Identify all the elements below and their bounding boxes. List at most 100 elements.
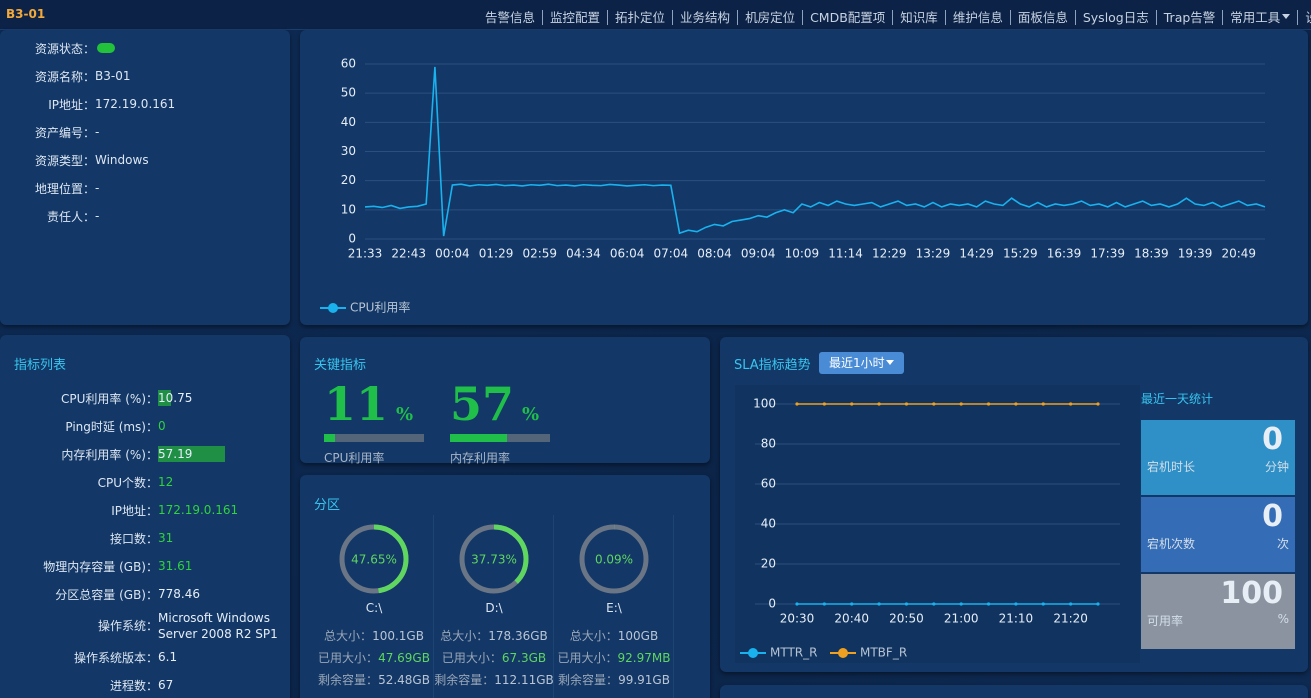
- metric-label: 内存利用率 (%)：: [61, 447, 158, 462]
- nav-link[interactable]: 面板信息: [1009, 10, 1075, 25]
- metric-row: CPU个数： 12: [0, 468, 174, 496]
- stats-title: 最近一天统计: [1141, 392, 1214, 406]
- info-label: 地理位置：: [34, 181, 95, 196]
- stat-unit: 分钟: [1264, 460, 1289, 474]
- metric-value: 778.46: [158, 586, 200, 602]
- info-label: 资源名称：: [34, 69, 95, 84]
- nav-link[interactable]: Syslog日志: [1074, 10, 1156, 25]
- metric-label: 操作系统：: [97, 619, 158, 633]
- nav-link[interactable]: 业务结构: [672, 10, 738, 25]
- nav-link[interactable]: CMDB配置项: [802, 10, 893, 25]
- metric-value: 31.61: [158, 558, 192, 574]
- legend-label: MTBF_R: [860, 646, 907, 660]
- x-tick-label: 13:29: [916, 247, 951, 261]
- nav-link[interactable]: 拓扑定位: [607, 10, 673, 25]
- donut: 37.73%: [459, 524, 529, 594]
- nav-link[interactable]: Trap告警: [1155, 10, 1223, 25]
- info-label: 资源类型：: [34, 153, 95, 168]
- progress-track: [450, 434, 550, 442]
- partition-detail: 总大小：100.1GB: [304, 627, 444, 644]
- cpu-chart-panel: 0 10 20 30 40 50 60 21:33 22:43 00:04 01:29 02:59 04…: [300, 30, 1308, 325]
- info-value: -: [95, 209, 100, 223]
- partition-detail: 剩余容量：52.48GB: [304, 671, 444, 688]
- detail-label: 剩余容量：: [558, 673, 619, 687]
- y-tick-label: 40: [761, 517, 776, 531]
- metric-row: 进程数： 67: [0, 671, 173, 698]
- metric-label: IP地址：: [111, 503, 158, 518]
- key-label: 内存利用率: [450, 451, 511, 465]
- info-row: IP地址： 172.19.0.161: [0, 90, 175, 118]
- x-tick-label: 20:40: [834, 612, 869, 626]
- info-label: 责任人：: [46, 209, 95, 224]
- partition-name: D:\: [485, 601, 503, 615]
- nav-link[interactable]: 知识库: [892, 10, 945, 25]
- legend-marker: [328, 303, 338, 313]
- y-tick-label: 60: [341, 57, 356, 71]
- info-row: 资源名称： B3-01: [0, 62, 130, 90]
- y-tick-label: 20: [761, 557, 776, 571]
- legend-label: MTTR_R: [770, 646, 817, 660]
- partition-detail: 总大小：178.36GB: [424, 627, 564, 644]
- point-marker: [1014, 402, 1018, 406]
- x-tick-label: 16:39: [1047, 247, 1082, 261]
- info-value: B3-01: [95, 69, 131, 83]
- metric-value-text: 10.75: [158, 391, 193, 405]
- info-value: -: [95, 125, 100, 139]
- nav-link[interactable]: 设置: [1297, 10, 1311, 25]
- detail-label: 总大小：: [569, 629, 618, 643]
- metric-row: 操作系统版本： 6.1: [0, 643, 177, 671]
- x-tick-label: 15:29: [1003, 247, 1038, 261]
- metric-value: 31: [158, 530, 173, 546]
- detail-value: 178.36GB: [488, 629, 548, 643]
- x-tick-label: 06:04: [610, 247, 645, 261]
- metrics-panel: 指标列表 CPU利用率 (%)： 10.75 Ping时延 (ms)： 0 内存利用率 …: [0, 335, 290, 698]
- y-tick-label: 50: [341, 86, 356, 100]
- donut-label: 47.65%: [351, 553, 397, 567]
- point-marker: [986, 602, 991, 606]
- metric-value: 10.75: [158, 390, 192, 406]
- stat-unit: 次: [1276, 537, 1289, 551]
- metric-value: 6.1: [158, 649, 177, 665]
- x-tick-label: 22:43: [391, 247, 426, 261]
- resource-panel: 资源状态： 资源名称： B3-01 IP地址： 172.19.0.161 资产编号： - 资源…: [0, 30, 290, 325]
- stat-value: 0: [1262, 499, 1283, 534]
- metric-value-text: 0: [158, 419, 166, 433]
- partitions-panel: 分区 47.65% C:\ 总大小：100.1GB 已用大小：47.69GB 剩余容量：…: [300, 475, 710, 698]
- detail-value: 92.97MB: [617, 651, 671, 665]
- x-tick-label: 00:04: [435, 247, 470, 261]
- key-number: 11: [324, 377, 389, 431]
- stat-unit: %: [1277, 612, 1289, 626]
- point-marker: [1041, 402, 1045, 406]
- detail-value: 112.11GB: [494, 673, 554, 687]
- x-tick-label: 12:29: [872, 247, 907, 261]
- x-tick-label: 08:04: [697, 247, 732, 261]
- metric-value: 57.19: [158, 446, 226, 462]
- x-tick-label: 02:59: [522, 247, 557, 261]
- key-unit: %: [396, 404, 414, 425]
- metric-label: CPU利用率 (%)：: [61, 391, 158, 406]
- partition-detail: 已用大小：47.69GB: [304, 649, 444, 666]
- donut-arc: [579, 524, 649, 594]
- metric-row: IP地址： 172.19.0.161: [0, 496, 238, 524]
- y-tick-label: 0: [768, 597, 776, 611]
- y-tick-label: 20: [341, 173, 356, 187]
- point-marker: [904, 402, 909, 406]
- metric-value-text: 6.1: [158, 650, 178, 664]
- nav-link[interactable]: 告警信息: [485, 10, 536, 25]
- metric-value: 12: [158, 474, 173, 490]
- nav-link[interactable]: 机房定位: [737, 10, 803, 25]
- stat-label: 宕机次数: [1147, 537, 1196, 551]
- metric-row: 内存利用率 (%)： 57.19: [0, 440, 226, 468]
- stat-value: 0: [1262, 422, 1283, 457]
- metric-value: Microsoft Windows Server 2008 R2 SP1: [158, 610, 283, 642]
- progress-fill: [324, 434, 335, 442]
- nav-link[interactable]: 监控配置: [542, 10, 608, 25]
- point-marker: [850, 602, 854, 606]
- key-value: 11%: [324, 377, 413, 431]
- point-marker: [1014, 602, 1018, 606]
- y-tick-label: 60: [761, 477, 776, 491]
- nav-link[interactable]: 常用工具: [1222, 10, 1298, 25]
- info-value: 172.19.0.161: [95, 97, 176, 111]
- range-dropdown[interactable]: 最近1小时: [819, 352, 904, 374]
- nav-link[interactable]: 维护信息: [944, 10, 1010, 25]
